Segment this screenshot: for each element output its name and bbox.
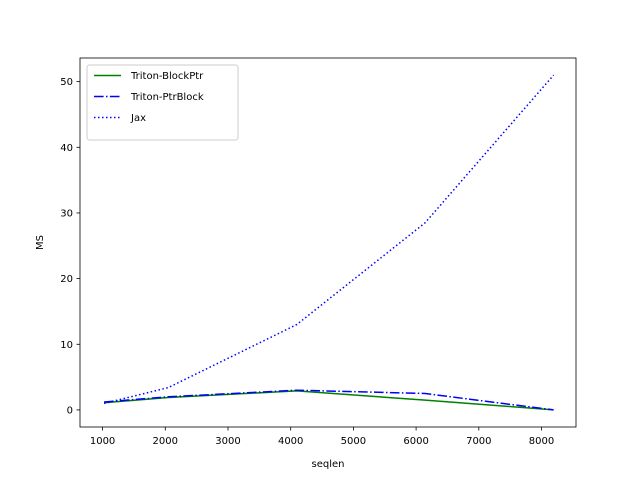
series-line-jax: [103, 74, 555, 405]
y-tick-label: 30: [60, 208, 73, 219]
y-tick-label: 0: [67, 405, 73, 416]
x-tick-label: 3000: [215, 436, 240, 447]
legend: Triton-BlockPtr Triton-PtrBlock Jax: [86, 64, 239, 141]
legend-box: [86, 64, 239, 141]
y-tick-label: 50: [60, 77, 73, 88]
x-axis-label: seqlen: [312, 459, 345, 470]
y-tick-label: 20: [60, 274, 73, 285]
x-tick-label: 2000: [153, 436, 178, 447]
x-tick-label: 4000: [278, 436, 303, 447]
legend-label: Jax: [130, 113, 146, 124]
plot-lines: [103, 74, 555, 411]
x-tick-label: 1000: [90, 436, 115, 447]
y-tick-label: 40: [60, 143, 73, 154]
x-tick-label: 8000: [529, 436, 554, 447]
legend-label: Triton-BlockPtr: [130, 71, 204, 82]
axes-frame: [79, 57, 577, 428]
y-tick-label: 10: [60, 340, 73, 351]
series-line-triton-ptrblock: [104, 389, 554, 411]
x-tick-label: 5000: [341, 436, 366, 447]
x-tick-label: 7000: [466, 436, 491, 447]
x-tick-label: 6000: [403, 436, 428, 447]
legend-label: Triton-PtrBlock: [130, 92, 204, 103]
x-axis-ticks: 1000 2000 3000 4000 5000 6000 7000 8000: [90, 427, 554, 447]
y-axis-ticks: 0 10 20 30 40 50: [60, 77, 80, 416]
y-axis-label: MS: [35, 235, 46, 250]
